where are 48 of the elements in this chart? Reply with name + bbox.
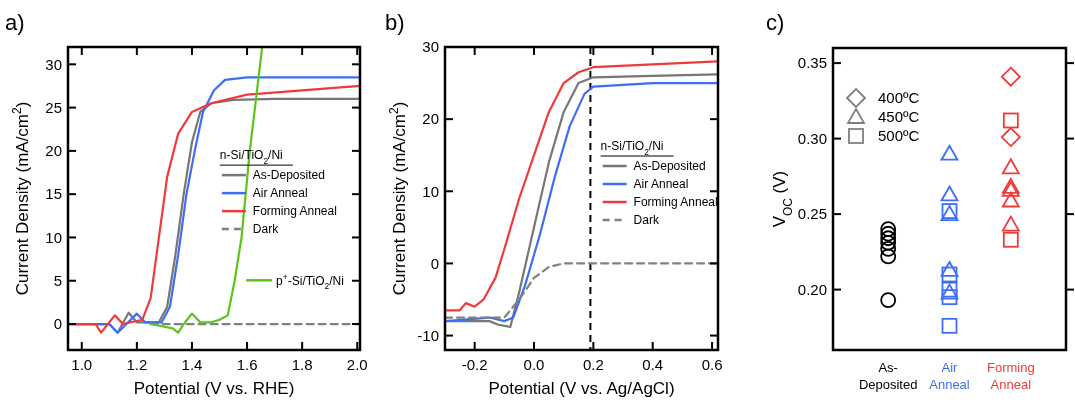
annotation: 400ºC bbox=[878, 89, 920, 107]
y-tick-label: 0.25 bbox=[797, 205, 827, 223]
x-tick-label: 1.8 bbox=[291, 356, 313, 373]
annotation: 500ºC bbox=[878, 127, 920, 145]
y-tick-label: 20 bbox=[422, 110, 439, 128]
y-tick-label: 10 bbox=[45, 228, 62, 246]
y-tick-label: 20 bbox=[45, 142, 62, 160]
y-tick-label: 30 bbox=[422, 38, 439, 56]
y-tick-label: 0.20 bbox=[797, 280, 827, 298]
legend-label: Dark bbox=[633, 213, 660, 228]
legend-label: Air Anneal bbox=[633, 177, 689, 192]
text: a) bbox=[5, 10, 25, 35]
legend-title: n-Si/TiO$_{2}$/Ni bbox=[600, 139, 664, 158]
y-tick-label: 25 bbox=[45, 98, 62, 116]
x-tick-label: Air Anneal bbox=[929, 360, 970, 392]
x-tick-label: 1.4 bbox=[181, 356, 203, 373]
legend-label: Air Anneal bbox=[252, 186, 308, 201]
y-tick-label: 5 bbox=[53, 271, 62, 289]
x-tick-label: 0.0 bbox=[523, 356, 545, 373]
text: b) bbox=[385, 10, 405, 35]
x-tick-label: 1.2 bbox=[126, 356, 148, 373]
y-tick-label: 0 bbox=[53, 315, 62, 333]
legend-label: As-Deposited bbox=[633, 159, 706, 174]
y-tick-label: -10 bbox=[417, 326, 439, 344]
y-tick-label: 0 bbox=[430, 254, 439, 272]
x-tick-label: -0.2 bbox=[461, 356, 488, 373]
x-tick-label: 0.2 bbox=[582, 356, 604, 373]
legend-label: Forming Anneal bbox=[633, 195, 718, 210]
x-tick-label: Forming Anneal bbox=[986, 360, 1035, 392]
legend-label: As-Deposited bbox=[252, 168, 325, 183]
legend-label: Forming Anneal bbox=[252, 204, 337, 219]
legend-label: p$^{+}$-Si/TiO$_{2}$/Ni bbox=[276, 271, 344, 292]
x-tick-label: 2.0 bbox=[346, 356, 368, 373]
x-tick-label: 0.4 bbox=[642, 356, 664, 373]
x-axis-title: Potential (V vs. RHE) bbox=[133, 379, 295, 398]
annotation: 450ºC bbox=[878, 108, 920, 126]
y-tick-label: 0.30 bbox=[797, 129, 827, 147]
x-tick-label: 0.6 bbox=[701, 356, 723, 373]
x-axis-title: Potential (V vs. Ag/AgCl) bbox=[488, 379, 675, 398]
y-tick-label: 10 bbox=[422, 182, 439, 200]
x-tick-label: 1.0 bbox=[71, 356, 93, 373]
legend-label: Dark bbox=[252, 222, 280, 237]
y-tick-label: 0.35 bbox=[797, 54, 827, 72]
x-tick-label: 1.6 bbox=[236, 356, 258, 373]
x-tick-label: As-Deposited bbox=[858, 360, 918, 392]
y-tick-label: 15 bbox=[45, 185, 62, 203]
text: c) bbox=[766, 10, 785, 35]
y-tick-label: 30 bbox=[45, 55, 62, 73]
